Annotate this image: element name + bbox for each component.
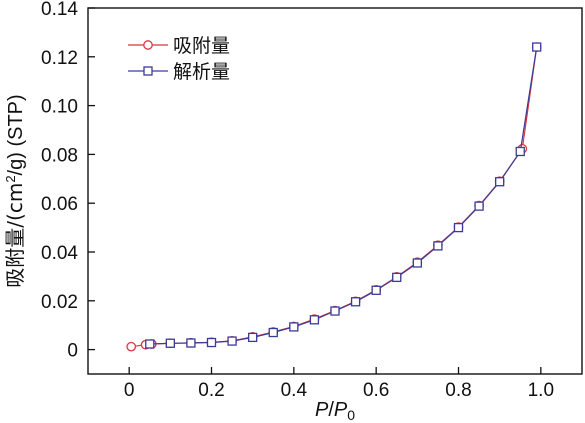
series-adsorption (126, 42, 542, 352)
series-line (149, 46, 538, 345)
x-tick-label: 0 (124, 380, 135, 401)
y-tick-label: 0 (67, 341, 78, 362)
data-point (474, 201, 484, 211)
data-point (371, 285, 381, 295)
x-axis-title: P/P0 (315, 399, 355, 423)
y-tick-label: 0.06 (41, 194, 78, 215)
x-tick-label: 0.4 (281, 380, 308, 401)
y-tick-label: 0.14 (41, 0, 78, 20)
data-point (392, 272, 402, 283)
y-tick-label: 0.04 (41, 243, 78, 264)
y-axis-title: 吸附量/(cm2/g) (STP) (3, 94, 27, 287)
series-desorption (145, 42, 542, 349)
data-point (495, 177, 505, 187)
data-point (227, 336, 237, 346)
data-point (532, 42, 542, 52)
y-tick-label: 0.10 (41, 97, 78, 118)
data-point (515, 146, 525, 157)
legend-marker (143, 40, 153, 50)
data-point (126, 341, 137, 352)
data-point (248, 332, 258, 343)
data-point (412, 258, 422, 268)
data-point (433, 241, 443, 251)
y-tick-label: 0.08 (41, 145, 78, 166)
x-tick-label: 0.8 (445, 380, 471, 401)
data-point (350, 297, 361, 307)
data-point (165, 338, 175, 348)
data-point (268, 327, 278, 338)
series-line (131, 46, 538, 348)
data-point (145, 339, 155, 349)
legend-label: 解析量 (173, 61, 230, 83)
x-tick-label: 0.6 (363, 380, 389, 401)
data-point (330, 306, 340, 316)
x-tick-label: 0.2 (198, 380, 224, 401)
data-point (289, 322, 299, 332)
data-point (309, 315, 320, 325)
data-point (453, 222, 464, 233)
data-point (186, 338, 196, 348)
y-tick-label: 0.12 (41, 48, 78, 69)
legend-label: 吸附量 (173, 35, 230, 57)
data-point (206, 337, 217, 348)
legend-marker (143, 66, 153, 76)
x-tick-label: 1.0 (528, 380, 554, 401)
y-tick-label: 0.02 (41, 292, 78, 313)
plot-frame (87, 7, 583, 375)
